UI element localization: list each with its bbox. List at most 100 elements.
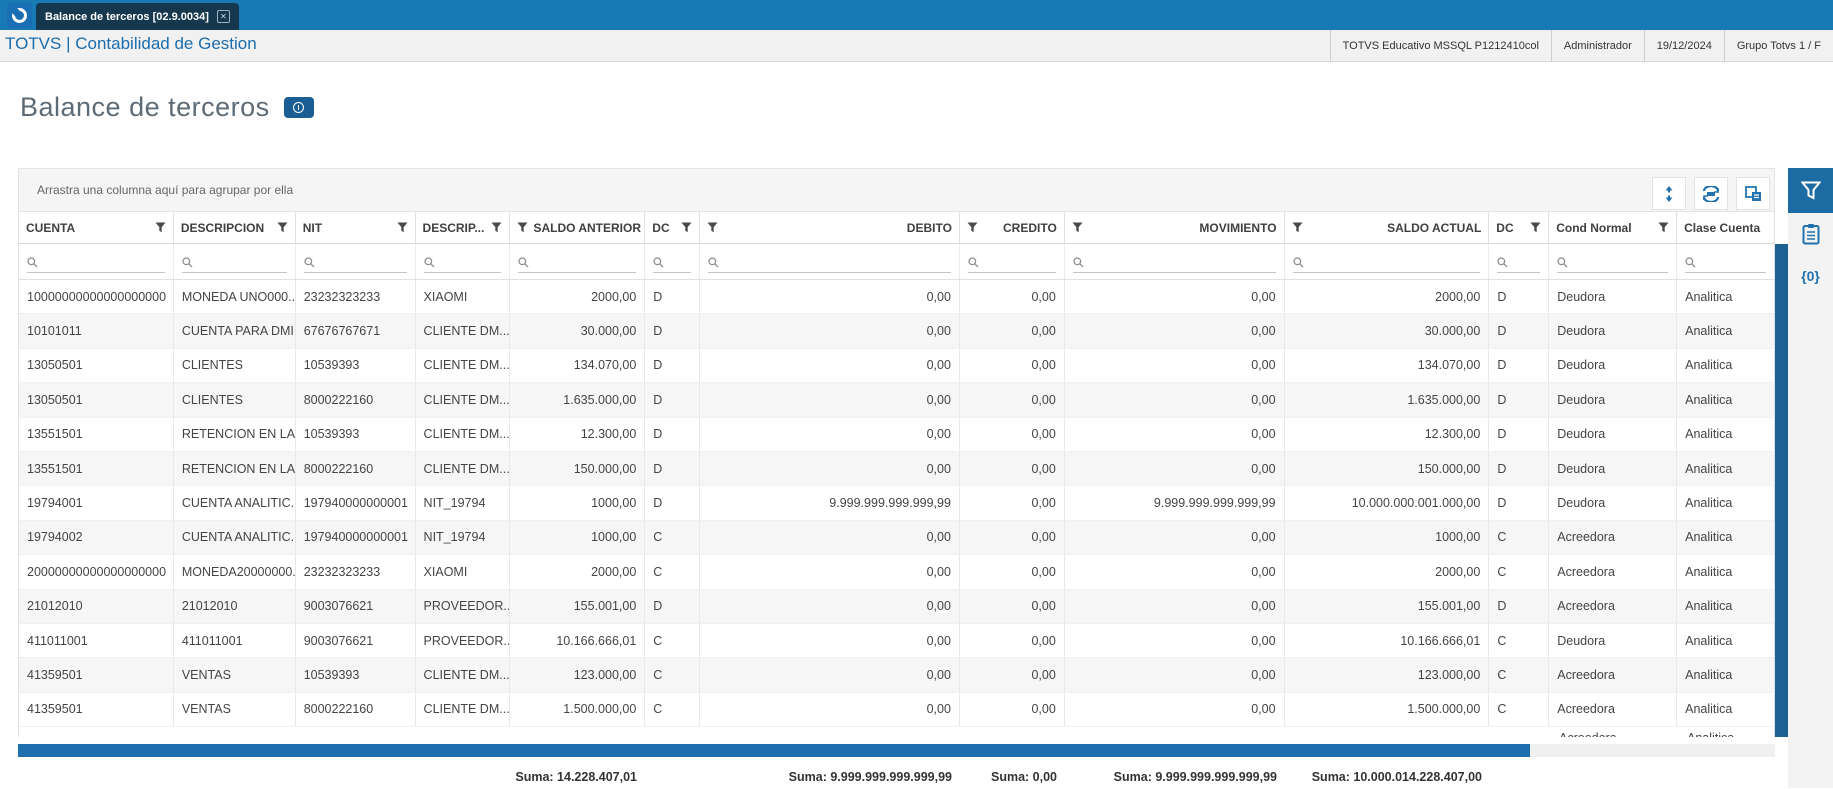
column-header-cuenta[interactable]: CUENTA xyxy=(19,212,174,243)
cell-saldo-anterior[interactable]: 1000,00 xyxy=(510,486,646,520)
tab-close-icon[interactable]: ✕ xyxy=(216,10,230,23)
cell-cond-normal[interactable]: Deudora xyxy=(1549,417,1678,451)
cell-nit[interactable]: 67676767671 xyxy=(296,314,416,348)
totvs-logo-icon[interactable] xyxy=(7,3,32,28)
cell-dc[interactable]: D xyxy=(1489,589,1550,623)
cell-saldo-actual[interactable]: 30.000,00 xyxy=(1285,314,1490,348)
table-row[interactable]: 19794002 CUENTA ANALITIC... 19794000000000… xyxy=(19,520,1774,556)
cell-saldo-anterior[interactable]: 2000,00 xyxy=(510,280,646,314)
filter-funnel-icon[interactable] xyxy=(967,222,978,233)
cell-saldo-actual[interactable]: 2000,00 xyxy=(1285,280,1490,314)
cell-descripcion[interactable]: VENTAS xyxy=(174,658,296,692)
cell-dc[interactable]: D xyxy=(645,314,701,348)
cell-credito[interactable]: 0,00 xyxy=(960,520,1065,555)
cell-movimiento[interactable]: 0,00 xyxy=(1065,348,1285,383)
horizontal-scrollbar[interactable] xyxy=(18,744,1775,758)
cell-dc[interactable]: D xyxy=(645,589,701,623)
cell-movimiento[interactable]: 0,00 xyxy=(1065,623,1285,658)
cell-clase-cuenta[interactable]: Analitica xyxy=(1685,633,1733,648)
column-header-descripcion[interactable]: DESCRIPCION xyxy=(174,212,296,243)
vertical-scrollbar[interactable] xyxy=(1775,244,1788,737)
cell-dc[interactable]: D xyxy=(1489,417,1550,451)
cell-movimiento[interactable]: 9.999.999.999.999,99 xyxy=(1065,486,1285,520)
cell-credito[interactable]: 0,00 xyxy=(960,451,1065,486)
cell-movimiento[interactable]: 0,00 xyxy=(1065,383,1285,417)
filter-input-dc[interactable] xyxy=(645,244,701,279)
cell-cond-normal[interactable]: Deudora xyxy=(1549,280,1678,314)
partial-row[interactable]: Acreedora Analitica xyxy=(18,727,1775,738)
filter-funnel-icon[interactable] xyxy=(707,222,718,233)
filter-funnel-icon[interactable] xyxy=(1658,222,1669,233)
column-header-nit[interactable]: NIT xyxy=(296,212,416,243)
cell-descripcion[interactable]: RETENCION EN LA ... xyxy=(174,417,296,451)
filter-funnel-icon[interactable] xyxy=(1530,222,1541,233)
cell-dc[interactable]: C xyxy=(1489,623,1550,658)
cell-dc[interactable]: D xyxy=(1489,314,1550,348)
cell-cond-normal[interactable]: Acreedora xyxy=(1549,658,1678,692)
cell-nit[interactable]: 8000222160 xyxy=(296,451,416,486)
cell-cuenta[interactable]: 13050501 xyxy=(19,348,174,383)
cell-clase-cuenta[interactable]: Analitica xyxy=(1685,427,1733,442)
export-xlsx-button[interactable] xyxy=(1694,177,1728,210)
cell-dc[interactable]: C xyxy=(645,623,701,658)
horizontal-scrollbar-thumb[interactable] xyxy=(18,744,1530,758)
table-row[interactable]: 13050501 CLIENTES 10539393 CLIENTE DM... 134… xyxy=(19,348,1774,384)
cell-saldo-anterior[interactable]: 12.300,00 xyxy=(510,417,646,451)
row-height-button[interactable] xyxy=(1652,177,1686,210)
cell-dc[interactable]: D xyxy=(645,486,701,520)
cell-dc[interactable]: D xyxy=(645,417,701,451)
cell-movimiento[interactable]: 0,00 xyxy=(1065,314,1285,348)
cell-movimiento[interactable]: 0,00 xyxy=(1065,589,1285,623)
cell-descripcion[interactable]: CUENTA ANALITIC... xyxy=(174,520,296,555)
column-header-dc[interactable]: DC xyxy=(1489,212,1550,243)
cell-descripcion[interactable]: CUENTA PARA DMI... xyxy=(174,314,296,348)
cell-debito[interactable]: 0,00 xyxy=(700,314,960,348)
cell-saldo-actual[interactable]: 2000,00 xyxy=(1285,555,1490,589)
filter-funnel-icon[interactable] xyxy=(397,222,408,233)
cell-debito[interactable]: 0,00 xyxy=(700,417,960,451)
cell-descrip[interactable]: CLIENTE DM... xyxy=(416,383,511,417)
cell-cuenta[interactable]: 19794002 xyxy=(19,520,174,555)
table-row[interactable]: 21012010 21012010 9003076621 PROVEEDOR... 15… xyxy=(19,589,1774,624)
cell-cond-normal[interactable]: Acreedora xyxy=(1549,692,1678,727)
column-header-descrip[interactable]: DESCRIP... xyxy=(416,212,511,243)
cell-clase-cuenta[interactable]: Analitica xyxy=(1685,358,1733,373)
cell-descrip[interactable]: PROVEEDOR... xyxy=(416,589,511,623)
cell-clase-cuenta[interactable]: Analitica xyxy=(1685,564,1733,579)
column-header-dc[interactable]: DC xyxy=(645,212,701,243)
table-row[interactable]: 19794001 CUENTA ANALITIC... 19794000000000… xyxy=(19,486,1774,521)
filter-input-cuenta[interactable] xyxy=(19,244,174,279)
column-header-saldo-anterior[interactable]: SALDO ANTERIOR xyxy=(510,212,646,243)
cell-credito[interactable]: 0,00 xyxy=(960,314,1065,348)
cell-debito[interactable]: 0,00 xyxy=(700,623,960,658)
cell-movimiento[interactable]: 0,00 xyxy=(1065,417,1285,451)
cell-nit[interactable]: 197940000000001 xyxy=(296,486,416,520)
cell-nit[interactable]: 9003076621 xyxy=(296,589,416,623)
cell-cuenta[interactable]: 411011001 xyxy=(19,623,174,658)
cell-cond-normal[interactable]: Deudora xyxy=(1549,451,1678,486)
cell-descripcion[interactable]: MONEDA UNO000... xyxy=(174,280,296,314)
cell-cond-normal[interactable]: Deudora xyxy=(1549,486,1678,520)
cell-clase-cuenta[interactable]: Analitica xyxy=(1685,530,1733,545)
cell-dc[interactable]: C xyxy=(1489,658,1550,692)
filter-input-movimiento[interactable] xyxy=(1065,244,1285,279)
cell-saldo-anterior[interactable]: 150.000,00 xyxy=(510,451,646,486)
cell-dc[interactable]: D xyxy=(1489,451,1550,486)
cell-saldo-anterior[interactable]: 155.001,00 xyxy=(510,589,646,623)
cell-cond-normal[interactable]: Acreedora xyxy=(1549,555,1678,589)
cell-descripcion[interactable]: CUENTA ANALITIC... xyxy=(174,486,296,520)
cell-nit[interactable]: 197940000000001 xyxy=(296,520,416,555)
cell-dc[interactable]: D xyxy=(1489,348,1550,383)
column-header-credito[interactable]: CREDITO xyxy=(960,212,1065,243)
column-header-clase-cuenta[interactable]: Clase Cuenta xyxy=(1677,212,1774,243)
column-chooser-button[interactable] xyxy=(1736,177,1770,210)
filter-input-saldo-anterior[interactable] xyxy=(510,244,646,279)
cell-descrip[interactable]: NIT_19794 xyxy=(416,520,511,555)
parameters-panel-button[interactable]: {0} xyxy=(1788,255,1833,297)
cell-clase-cuenta[interactable]: Analitica xyxy=(1685,289,1733,304)
cell-dc[interactable]: D xyxy=(645,451,701,486)
cell-descripcion[interactable]: MONEDA20000000... xyxy=(174,555,296,589)
cell-descrip[interactable]: CLIENTE DM... xyxy=(416,314,511,348)
cell-clase-cuenta[interactable]: Analitica xyxy=(1685,392,1733,407)
cell-dc[interactable]: C xyxy=(645,555,701,589)
